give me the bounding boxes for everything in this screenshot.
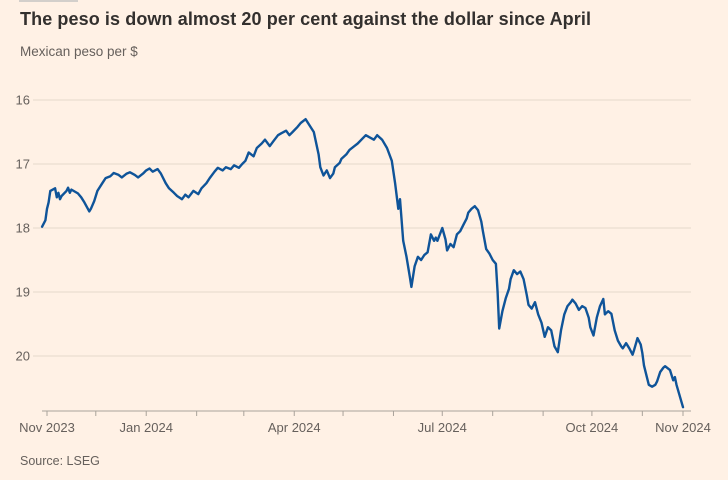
- x-axis-label: Nov 2023: [19, 420, 75, 435]
- chart-subtitle: Mexican peso per $: [20, 44, 138, 59]
- price-line: [40, 118, 685, 409]
- chart-title: The peso is down almost 20 per cent agai…: [20, 9, 592, 29]
- y-axis-tick-label: 17: [16, 157, 30, 172]
- x-axis-label: Nov 2024: [655, 420, 711, 435]
- x-axis-label: Jan 2024: [119, 420, 173, 435]
- y-axis-tick-label: 20: [16, 349, 30, 364]
- y-axis-tick-label: 16: [16, 93, 30, 108]
- top-rule-divider: [19, 0, 78, 2]
- x-axis-label: Jul 2024: [418, 420, 467, 435]
- x-axis-label: Apr 2024: [268, 420, 321, 435]
- y-axis-tick-label: 18: [16, 221, 30, 236]
- y-axis-tick-label: 19: [16, 285, 30, 300]
- source-note: Source: LSEG: [20, 454, 100, 468]
- x-axis-label: Oct 2024: [566, 420, 619, 435]
